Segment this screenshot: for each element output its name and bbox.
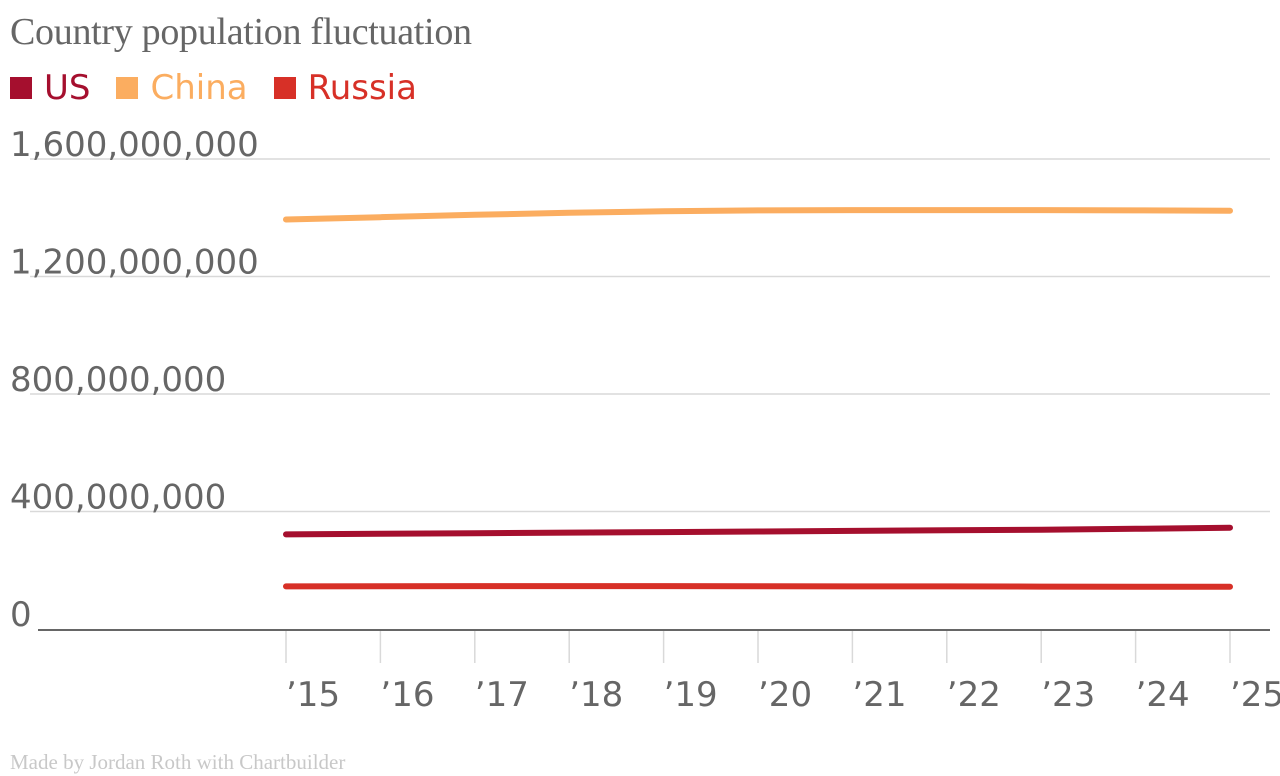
legend-item-us: US: [10, 68, 90, 108]
x-tick-label: ’20: [758, 675, 812, 715]
legend-swatch-china: [116, 77, 139, 99]
y-tick-label: 1,600,000,000: [10, 125, 259, 165]
x-tick-label: ’23: [1041, 675, 1095, 715]
y-tick-label: 1,200,000,000: [10, 243, 259, 283]
legend-item-russia: Russia: [273, 68, 417, 108]
legend-swatch-russia: [273, 77, 296, 99]
x-tick-label: ’21: [852, 675, 906, 715]
x-axis: ’15 ’16 ’17 ’18 ’19 ’20 ’21 ’22 ’23 ’24 ’25: [38, 629, 1280, 715]
y-axis-labels: 0 400,000,000 800,000,000 1,200,000,000 1,60…: [10, 125, 259, 635]
x-tick-label: ’18: [569, 675, 623, 715]
credit-text: Made by Jordan Roth with Chartbuilder: [10, 750, 346, 774]
grid-lines: [30, 158, 1270, 513]
x-tick-label: ’15: [286, 675, 340, 715]
legend-label-china: China: [150, 68, 248, 108]
legend-label-russia: Russia: [307, 68, 417, 108]
x-tick-label: ’17: [475, 675, 529, 715]
y-tick-label: 800,000,000: [10, 360, 226, 400]
x-tick-label: ’24: [1136, 675, 1190, 715]
series-line-china: [283, 207, 1233, 223]
legend-label-us: US: [44, 68, 91, 108]
x-tick-label: ’16: [380, 675, 434, 715]
chart-title: Country population fluctuation: [10, 11, 472, 53]
series-line-us: [283, 524, 1233, 538]
legend-swatch-us: [10, 77, 32, 99]
y-tick-label: 400,000,000: [10, 478, 226, 518]
x-tick-label: ’25: [1230, 675, 1280, 715]
x-tick-label: ’19: [664, 675, 718, 715]
series-line-russia: [283, 583, 1233, 590]
x-tick-label: ’22: [947, 675, 1001, 715]
legend-item-china: China: [116, 68, 248, 108]
legend: US China Russia: [10, 66, 443, 110]
series-lines: [283, 207, 1233, 590]
y-tick-label: 0: [10, 595, 32, 635]
